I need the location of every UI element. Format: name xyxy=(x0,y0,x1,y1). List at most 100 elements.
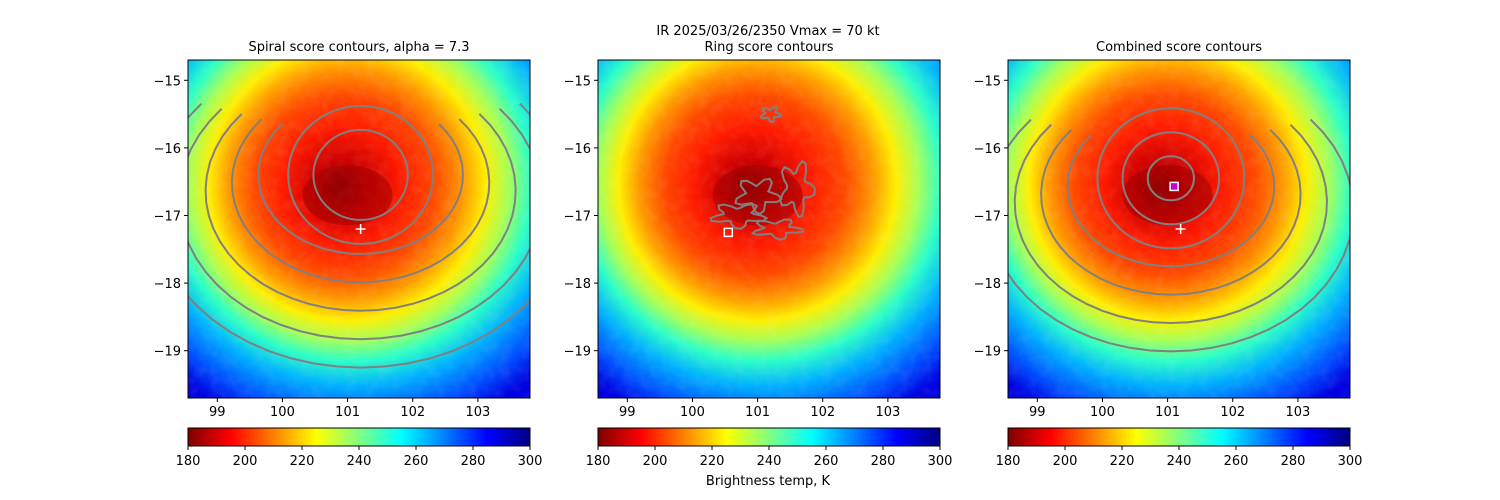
colorbar-tick-label: 200 xyxy=(233,454,258,469)
x-tick-label: 103 xyxy=(875,405,900,420)
contour-arc xyxy=(1013,124,1329,325)
colorbar-tick-label: 220 xyxy=(1110,454,1135,469)
x-tick-label: 100 xyxy=(1090,405,1115,420)
center-marker-plus xyxy=(355,224,366,234)
cold-core xyxy=(712,165,803,226)
colorbar-tick-label: 240 xyxy=(757,454,782,469)
contour-closed xyxy=(1121,131,1221,226)
image-area xyxy=(1008,60,1350,398)
contours xyxy=(188,103,530,369)
colorbar-tick-label: 300 xyxy=(1338,454,1363,469)
x-tick-label: 100 xyxy=(270,405,295,420)
x-tick-label: 99 xyxy=(209,405,226,420)
colorbar-tick-label: 200 xyxy=(643,454,668,469)
cold-core xyxy=(302,165,393,226)
axes-frame xyxy=(187,59,531,399)
contour-ring xyxy=(734,177,783,216)
colorbar-strip xyxy=(1007,427,1351,447)
y-tick-label: −19 xyxy=(974,345,1001,360)
y-tick-label: −15 xyxy=(154,74,181,89)
image-area xyxy=(598,60,940,398)
x-tick-label: 103 xyxy=(1285,405,1310,420)
y-tick-label: −16 xyxy=(974,142,1001,157)
y-tick-label: −18 xyxy=(974,277,1001,292)
center-marker-square-magenta xyxy=(1169,181,1179,192)
x-tick-label: 99 xyxy=(1029,405,1046,420)
y-tick-label: −16 xyxy=(154,142,181,157)
x-tick-label: 99 xyxy=(619,405,636,420)
contour-arc xyxy=(188,103,530,369)
contour-arc xyxy=(188,108,530,341)
x-tick-label: 100 xyxy=(680,405,705,420)
y-tick-label: −17 xyxy=(564,209,591,224)
colorbar: 180 200 220 240 260 280 300 xyxy=(176,427,542,469)
panel-1: Spiral score contours, alpha = 7.3 99 100 1… xyxy=(154,40,543,469)
center-marker-square xyxy=(723,227,734,238)
x-tick-label: 101 xyxy=(1155,405,1180,420)
contour-closed xyxy=(1146,155,1195,202)
y-tick-label: −15 xyxy=(974,74,1001,89)
contour-arc xyxy=(230,118,491,284)
colorbar-tick-label: 280 xyxy=(871,454,896,469)
x-tick-label: 103 xyxy=(465,405,490,420)
center-marker-plus xyxy=(1175,224,1186,234)
x-tick-label: 101 xyxy=(745,405,770,420)
panel-3: Combined score contours 99 100 101 102 103 −15… xyxy=(974,40,1363,469)
colorbar: 180 200 220 240 260 280 300 xyxy=(996,427,1363,469)
colorbar-tick-label: 260 xyxy=(1224,454,1249,469)
contour-closed xyxy=(1096,107,1246,250)
contours xyxy=(709,106,816,241)
y-tick-label: −18 xyxy=(154,277,181,292)
contour-ring xyxy=(709,202,769,230)
panels: Spiral score contours, alpha = 7.3 99 100 1… xyxy=(154,40,1363,469)
y-tick-label: −19 xyxy=(564,345,591,360)
x-tick-label: 102 xyxy=(1220,405,1245,420)
colorbar: 180 200 220 240 260 280 300 xyxy=(586,427,953,469)
colorbar-tick-label: 260 xyxy=(814,454,839,469)
contour-ring xyxy=(779,159,816,219)
contour-ring xyxy=(759,106,783,124)
axes-frame xyxy=(1007,59,1351,399)
y-tick-label: −17 xyxy=(974,209,1001,224)
colorbar-tick-label: 200 xyxy=(1053,454,1078,469)
y-tick-label: −18 xyxy=(564,277,591,292)
x-tick-label: 102 xyxy=(400,405,425,420)
contour-arc xyxy=(257,123,464,256)
contours xyxy=(1008,107,1350,353)
colorbar-tick-label: 180 xyxy=(586,454,611,469)
colorbar-tick-label: 180 xyxy=(996,454,1021,469)
x-tick-label: 102 xyxy=(810,405,835,420)
y-tick-label: −16 xyxy=(564,142,591,157)
panel-title: Combined score contours xyxy=(1096,40,1262,55)
contour-arc xyxy=(204,113,517,312)
axes-frame xyxy=(597,59,941,399)
y-tick-label: −15 xyxy=(564,74,591,89)
colorbar-tick-label: 240 xyxy=(347,454,372,469)
cold-core xyxy=(1122,165,1213,226)
panel-title: Spiral score contours, alpha = 7.3 xyxy=(248,40,469,55)
colorbar-tick-label: 220 xyxy=(700,454,725,469)
contour-arc xyxy=(1040,129,1302,296)
x-tick-label: 101 xyxy=(335,405,360,420)
colorbar-tick-label: 280 xyxy=(461,454,486,469)
contour-arc xyxy=(1008,118,1350,353)
panel-title: Ring score contours xyxy=(704,40,833,55)
colorbar-tick-label: 180 xyxy=(176,454,201,469)
cloud-texture xyxy=(598,60,940,398)
y-tick-label: −17 xyxy=(154,209,181,224)
colorbar-strip xyxy=(187,427,531,447)
colorbar-tick-label: 240 xyxy=(1167,454,1192,469)
contour-closed xyxy=(287,104,435,245)
colorbar-label: Brightness temp, K xyxy=(706,474,831,489)
panel-2: Ring score contours 99 100 101 102 103 −15 −16 −… xyxy=(564,40,953,469)
colorbar-strip xyxy=(597,427,941,447)
contour-ring xyxy=(750,218,805,241)
contour-arc xyxy=(1066,134,1276,268)
colorbar-tick-label: 220 xyxy=(290,454,315,469)
contour-closed xyxy=(312,128,409,221)
y-tick-label: −19 xyxy=(154,345,181,360)
colorbar-tick-label: 300 xyxy=(928,454,953,469)
figure-suptitle: IR 2025/03/26/2350 Vmax = 70 kt xyxy=(656,24,879,39)
colorbar-tick-label: 280 xyxy=(1281,454,1306,469)
